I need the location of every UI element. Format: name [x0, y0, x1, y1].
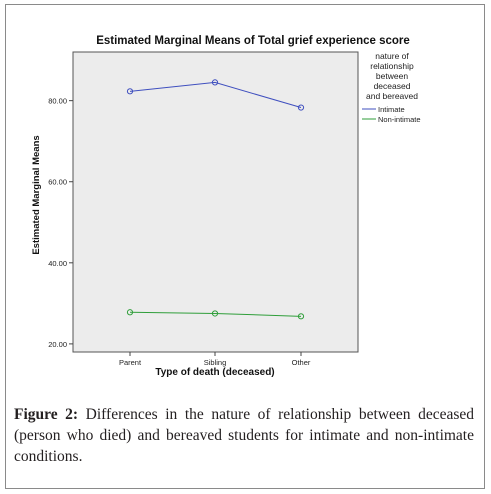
y-tick-label: 40.00 [48, 259, 67, 268]
series-line-intimate [129, 81, 302, 109]
axes: 20.00 40.00 60.00 80.00 Parent Sibling Other [48, 97, 311, 367]
legend-title-line: between [376, 71, 408, 81]
x-tick-label: Sibling [204, 358, 227, 367]
legend-title-line: nature of [375, 51, 409, 61]
y-axis-label: Estimated Marginal Means [31, 135, 42, 254]
data-point-intimate [297, 104, 305, 111]
plot-area [72, 51, 359, 353]
legend-title-line: relationship [370, 61, 414, 71]
legend-label: Intimate [378, 105, 405, 114]
series-layer [126, 79, 305, 320]
legend-title-line: and bereaved [366, 91, 418, 101]
data-point-non-intimate [126, 309, 134, 316]
x-tick-label: Other [292, 358, 311, 367]
data-point-intimate [211, 79, 219, 86]
y-tick-label: 60.00 [48, 178, 67, 187]
caption-label: Figure 2: [14, 406, 79, 423]
x-axis-label: Type of death (deceased) [155, 367, 274, 378]
data-point-intimate [126, 88, 134, 95]
series-line-non-intimate [129, 311, 302, 317]
line-chart: Estimated Marginal Means of Total grief … [31, 35, 421, 378]
legend: nature ofrelationshipbetweendeceasedand … [362, 51, 421, 124]
x-tick-label: Parent [119, 358, 142, 367]
y-tick-label: 80.00 [48, 97, 67, 106]
chart-title: Estimated Marginal Means of Total grief … [96, 35, 410, 47]
legend-label: Non-intimate [378, 115, 421, 124]
y-tick-label: 20.00 [48, 340, 67, 349]
data-point-non-intimate [211, 310, 219, 317]
legend-title-line: deceased [374, 81, 411, 91]
caption-text: Differences in the nature of relationshi… [14, 406, 474, 465]
data-point-non-intimate [297, 313, 305, 320]
figure-caption: Figure 2: Differences in the nature of r… [14, 404, 474, 467]
